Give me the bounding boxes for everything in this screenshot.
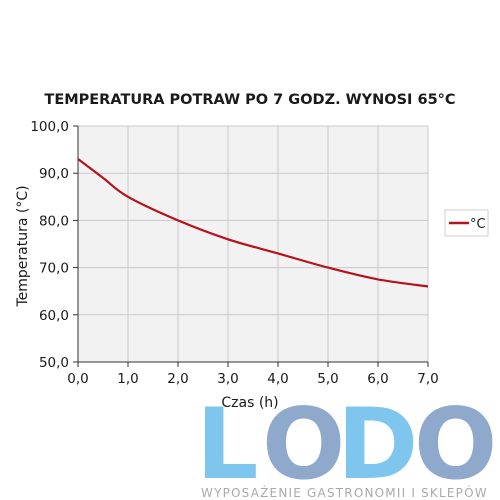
logo-letter-o: O	[262, 388, 345, 500]
x-tick-label: 0,0	[67, 371, 88, 387]
x-tick-label: 7,0	[417, 371, 438, 387]
legend: °C	[444, 209, 489, 237]
y-tick-label: 70,0	[39, 261, 69, 277]
series	[77, 158, 429, 288]
grid	[78, 125, 429, 362]
legend-label: °C	[470, 217, 486, 232]
y-tick-label: 60,0	[39, 308, 69, 324]
plot-area	[78, 126, 428, 362]
y-tick-label: 50,0	[39, 355, 69, 371]
logo-letter-d: D	[337, 388, 418, 500]
y-axis-label: Temperatura (°C)	[15, 185, 31, 307]
x-tick-label: 2,0	[167, 371, 188, 387]
logo-tagline: WYPOSAŻENIE GASTRONOMII I SKLEPÓW	[201, 485, 488, 500]
x-tick-label: 1,0	[117, 371, 138, 387]
x-tick-label: 4,0	[267, 371, 288, 387]
logo-letter-o-2: O	[414, 388, 497, 500]
y-tick-label: 100,0	[30, 119, 69, 135]
logo-letter-l: L	[196, 388, 258, 500]
y-tick-label: 80,0	[39, 213, 69, 229]
x-tick-label: 6,0	[367, 371, 388, 387]
axes	[77, 126, 428, 363]
chart-title: TEMPERATURA POTRAW PO 7 GODZ. WYNOSI 65°…	[44, 92, 455, 108]
x-tick-label: 3,0	[217, 371, 238, 387]
ticks: 0,0 1,0 2,0 3,0 4,0 5,0 6,0 7,0 50,0 60,0 70,0 80,0…	[30, 119, 438, 387]
x-tick-label: 5,0	[317, 371, 338, 387]
lodo-logo: L O D O WYPOSAŻENIE GASTRONOMII I SKLEPÓ…	[196, 388, 497, 500]
x-axis-label: Czas (h)	[221, 395, 278, 411]
y-tick-label: 90,0	[39, 166, 69, 182]
